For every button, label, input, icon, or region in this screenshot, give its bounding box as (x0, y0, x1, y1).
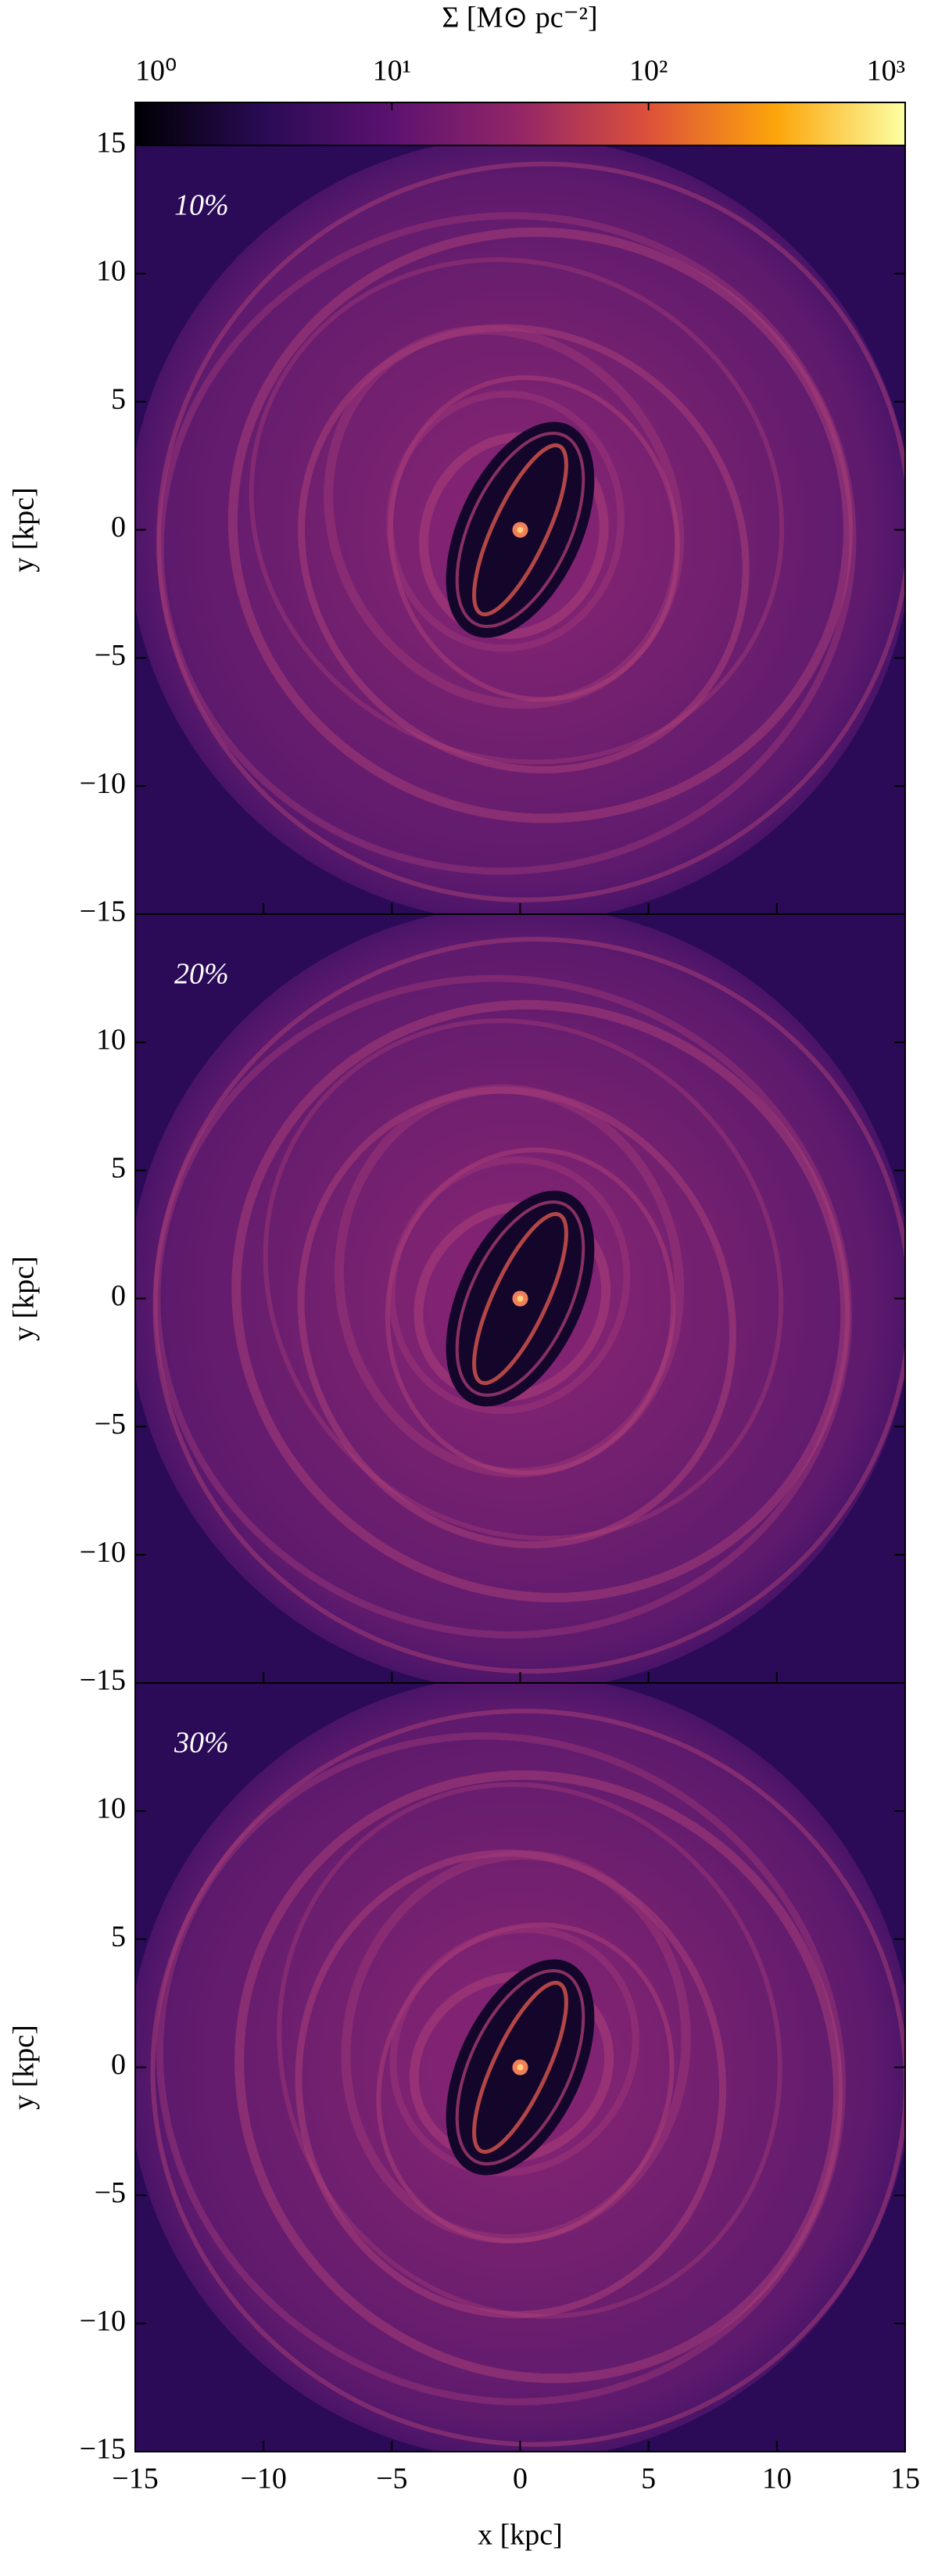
y-tick-label: −5 (95, 1408, 126, 1440)
spiral-ring (249, 257, 785, 765)
spiral-ring (152, 937, 905, 1674)
y-tick-label: 5 (111, 1920, 126, 1953)
spiral-ring (324, 325, 685, 709)
bar-loop (472, 443, 568, 617)
density-image (135, 1683, 905, 2452)
spiral-ring (389, 1925, 639, 2176)
y-tick-label: −10 (80, 1536, 126, 1569)
spiral-ring (231, 999, 850, 1602)
colorbar-label: Σ [M⊙ pc⁻²] (442, 2, 597, 34)
spiral-ring (156, 212, 857, 875)
x-tick-label: 0 (513, 2463, 528, 2495)
spiral-ring (409, 1971, 614, 2164)
x-tick-label: −15 (112, 2463, 158, 2495)
y-tick-label: 0 (111, 1279, 126, 1312)
y-axis-label: y [kpc] (8, 487, 41, 572)
y-tick-label: −5 (95, 639, 126, 672)
spiral-ring (150, 1708, 905, 2447)
spiral-ring (263, 1018, 784, 1541)
bar-loop (472, 1980, 568, 2154)
colorbar-tick-label: 10⁰ (135, 55, 177, 88)
nucleus-core (517, 2064, 524, 2071)
spiral-ring (334, 1084, 685, 1478)
y-tick-label: −10 (80, 2305, 126, 2337)
bar-loop (455, 431, 585, 629)
y-tick-label: −10 (80, 767, 126, 800)
spiral-ring (227, 227, 853, 823)
y-tick-label: 15 (96, 127, 126, 160)
spiral-ring (156, 161, 905, 902)
colorbar-tick-label: 10¹ (373, 55, 411, 88)
x-tick-label: 5 (641, 2463, 656, 2495)
x-axis-label: x [kpc] (478, 2519, 563, 2552)
spiral-ring (341, 1850, 691, 2244)
panel-label: 10% (174, 189, 229, 222)
density-map: 20% y [kpc] −15 −10 −5 0 5 10 (8, 913, 906, 1697)
y-tick-label: −5 (95, 2176, 126, 2209)
y-tick-label: 10 (96, 1792, 126, 1825)
bar-loop (472, 1211, 568, 1386)
x-tick-label: 15 (890, 2463, 920, 2495)
spiral-ring (386, 390, 625, 652)
y-tick-label: 5 (111, 382, 126, 415)
nucleus-core (517, 526, 524, 533)
y-tick-label: 5 (111, 1151, 126, 1184)
y-tick-label: −15 (80, 2433, 126, 2466)
y-axis-label: y [kpc] (8, 1256, 41, 1341)
y-axis-label: y [kpc] (8, 2025, 41, 2110)
colorbar-tick-label: 10³ (867, 55, 905, 88)
spiral-ring (277, 1781, 782, 2319)
nucleus-core (517, 1295, 524, 1302)
spiral-ring (298, 324, 750, 773)
bar-loop (455, 1200, 585, 1397)
y-tick-label: −15 (80, 895, 126, 928)
y-tick-label: 0 (111, 511, 126, 544)
x-tick-label: 10 (762, 2463, 792, 2495)
spiral-ring (295, 1849, 726, 2319)
y-tick-label: 10 (96, 255, 126, 288)
density-map: 10% y [kpc] −15 −10 −5 0 5 10 15 (8, 127, 906, 928)
y-tick-label: 0 (111, 2048, 126, 2081)
spiral-ring (153, 974, 852, 1639)
panel-label: 20% (174, 958, 229, 991)
x-tick-label: −10 (240, 2463, 286, 2495)
spiral-ring (376, 1922, 675, 2244)
panel-label: 30% (174, 1727, 229, 1760)
spiral-ring (234, 1770, 843, 2384)
spiral-ring (156, 1732, 846, 2406)
spiral-ring (388, 1156, 631, 1415)
colorbar-tick-label: 10² (629, 55, 668, 88)
spiral-ring (297, 1086, 736, 1548)
density-image (135, 145, 905, 914)
y-tick-label: 10 (96, 1024, 126, 1057)
density-map: 30% y [kpc] −15 −10 −5 0 5 10 −15 −10 −5 0 5 10 15 x [k… (8, 1682, 920, 2552)
x-tick-label: −5 (376, 2463, 407, 2495)
spiral-ring (388, 375, 680, 702)
density-image (135, 914, 905, 1683)
colorbar (134, 102, 906, 146)
y-tick-label: −15 (80, 1664, 126, 1697)
spiral-ring (385, 1147, 675, 1476)
bar-loop (455, 1968, 585, 2166)
